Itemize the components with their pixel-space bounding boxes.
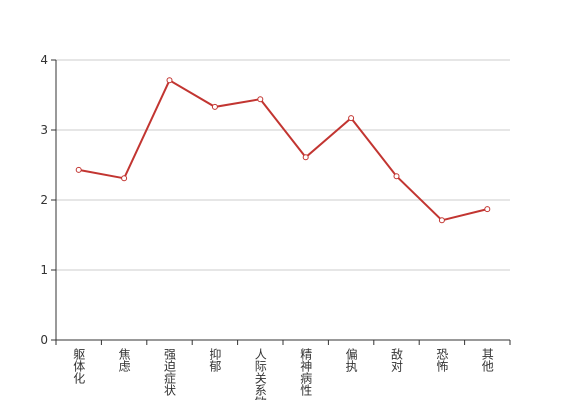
point [166, 77, 173, 84]
point [484, 206, 491, 213]
x-tick-label: 强迫症状 [163, 348, 177, 396]
point [257, 96, 264, 103]
x-tick-label: 敌对 [390, 347, 404, 372]
x-tick-label: 其他 [480, 348, 494, 372]
point [121, 175, 128, 182]
x-tick-label: 抑郁 [208, 347, 222, 373]
x-tick-label: 精神病性 [299, 348, 313, 397]
point [75, 166, 82, 173]
y-tick-label: 3 [40, 123, 48, 137]
y-tick-label: 0 [40, 333, 48, 347]
x-tick-label: 焦虑 [117, 348, 131, 372]
point [438, 217, 445, 224]
point [393, 173, 400, 180]
y-tick-label: 1 [40, 263, 48, 277]
x-tick-label: 恐怖 [435, 348, 449, 372]
point [211, 103, 218, 110]
point [348, 115, 355, 122]
point [302, 154, 309, 161]
y-tick-label: 2 [40, 193, 48, 207]
x-tick-label: 人际关系敏感 [253, 348, 267, 400]
x-tick-label: 躯体化 [72, 347, 86, 385]
x-tick-label: 偏执 [344, 347, 358, 373]
y-tick-label: 4 [40, 53, 48, 67]
line [78, 78, 488, 222]
